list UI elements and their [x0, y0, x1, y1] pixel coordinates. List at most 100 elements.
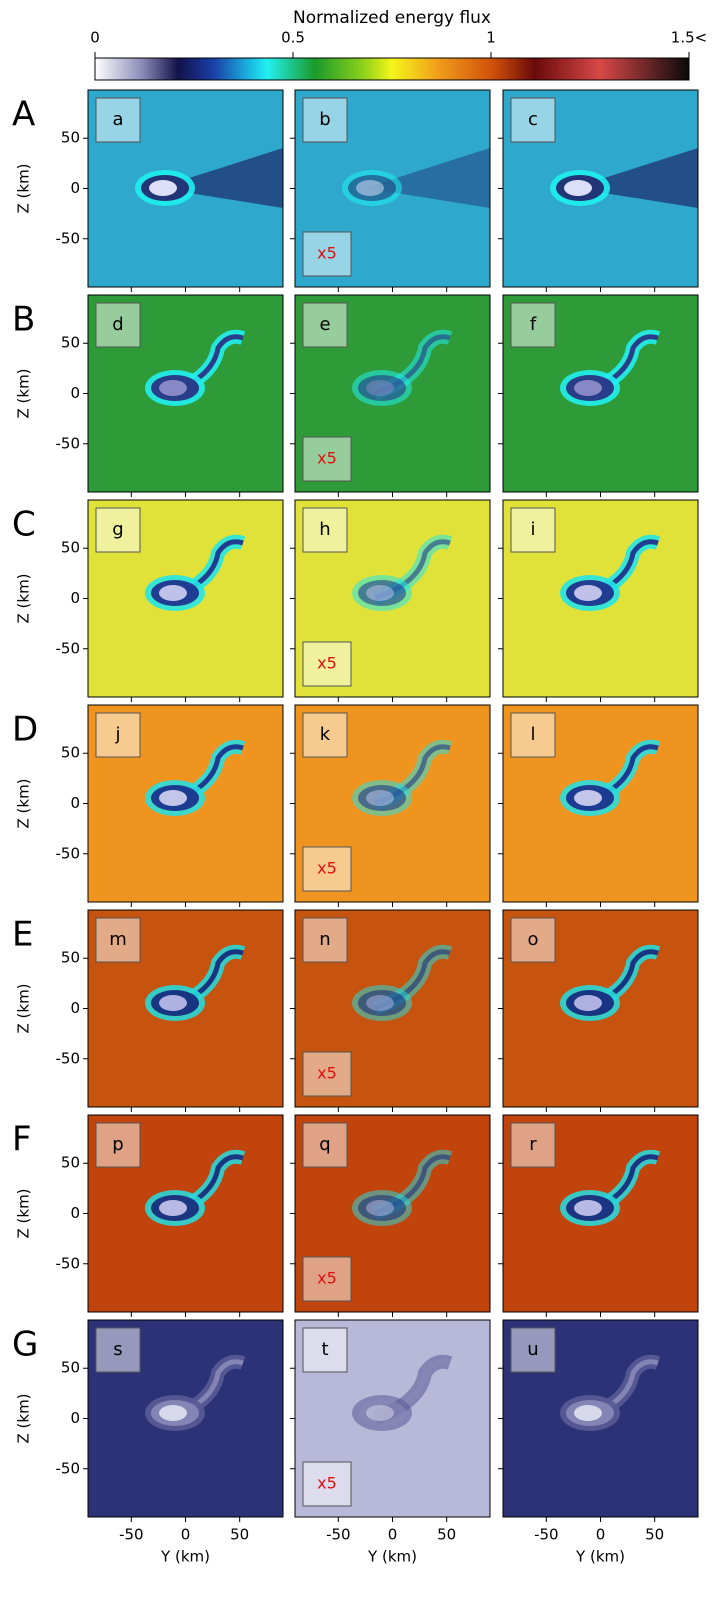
panel: i — [502, 499, 699, 698]
panel: e x5 — [294, 294, 491, 493]
panel-label-box — [95, 507, 141, 553]
panel-label-box — [510, 1327, 556, 1373]
y-tick-label: -50 — [56, 1049, 81, 1067]
y-tick-label: 50 — [61, 129, 80, 147]
panel-label: k — [320, 724, 331, 745]
y-tick-label: 50 — [61, 1154, 80, 1172]
y-tick-label: -50 — [56, 229, 81, 247]
y-tick-label: -50 — [56, 1254, 81, 1272]
y-tick-label: 0 — [70, 999, 80, 1017]
panel: o — [502, 909, 699, 1108]
feature — [366, 790, 394, 806]
feature — [366, 995, 394, 1011]
row-label: A — [12, 95, 35, 135]
panel: s — [87, 1319, 284, 1518]
y-axis-label: Z (km) — [15, 163, 33, 213]
colorbar-tick-label: 1 — [486, 29, 496, 47]
panel-label: f — [530, 314, 537, 335]
row-label: D — [12, 710, 38, 750]
colorbar-label: Normalized energy flux — [293, 8, 491, 28]
row-label: B — [12, 300, 35, 340]
panel: m — [87, 909, 284, 1108]
panel-label-box — [510, 507, 556, 553]
feature — [574, 790, 602, 806]
panel: q x5 — [294, 1114, 491, 1313]
panel: a — [87, 89, 284, 288]
x-axis-label: Y (km) — [160, 1548, 210, 1566]
panel-label: g — [112, 519, 123, 540]
x-axis-label: Y (km) — [367, 1548, 417, 1566]
y-tick-label: 0 — [70, 589, 80, 607]
panel-label-box — [510, 302, 556, 348]
y-tick-label: 0 — [70, 179, 80, 197]
panel-label-box — [95, 1327, 141, 1373]
y-tick-label: 0 — [70, 1204, 80, 1222]
panel-label-box — [510, 712, 556, 758]
panel-label: s — [113, 1339, 122, 1360]
annotation: x5 — [317, 1474, 337, 1493]
panel-label: e — [319, 314, 330, 335]
panel: j — [87, 704, 284, 903]
panel-label-box — [302, 712, 348, 758]
panel-label: b — [319, 109, 330, 130]
y-tick-label: 50 — [61, 539, 80, 557]
y-tick-label: -50 — [56, 1459, 81, 1477]
x-axis-label: Y (km) — [575, 1548, 625, 1566]
feature — [159, 995, 187, 1011]
panel-label: j — [114, 724, 120, 745]
y-axis-label: Z (km) — [15, 573, 33, 623]
annotation: x5 — [317, 1269, 337, 1288]
panel-label: u — [527, 1339, 538, 1360]
panel-label-box — [510, 917, 556, 963]
feature — [356, 180, 384, 196]
feature — [574, 585, 602, 601]
panel-label-box — [95, 917, 141, 963]
panel: f — [502, 294, 699, 493]
x-tick-label: 0 — [388, 1526, 398, 1544]
y-axis-label: Z (km) — [15, 1393, 33, 1443]
feature — [149, 180, 177, 196]
annotation-box — [302, 436, 352, 482]
y-axis-label: Z (km) — [15, 778, 33, 828]
y-tick-label: 0 — [70, 1409, 80, 1427]
y-tick-label: -50 — [56, 844, 81, 862]
feature — [564, 180, 592, 196]
panel-label-box — [95, 97, 141, 143]
y-tick-label: 0 — [70, 384, 80, 402]
panel-label: o — [527, 929, 538, 950]
panel-label: i — [530, 519, 535, 540]
panel-label: t — [321, 1339, 328, 1360]
panel-label: h — [319, 519, 330, 540]
panel-label: r — [529, 1134, 537, 1155]
feature — [574, 380, 602, 396]
panel: u — [502, 1319, 699, 1518]
panel-label: d — [112, 314, 123, 335]
feature — [574, 995, 602, 1011]
panel: k x5 — [294, 704, 491, 903]
x-tick-label: -50 — [534, 1526, 559, 1544]
annotation: x5 — [317, 654, 337, 673]
y-axis-label: Z (km) — [15, 1188, 33, 1238]
panel-label-box — [95, 712, 141, 758]
y-tick-label: 50 — [61, 744, 80, 762]
panel-label-box — [95, 302, 141, 348]
panel: d — [87, 294, 284, 493]
x-tick-label: 0 — [596, 1526, 606, 1544]
annotation: x5 — [317, 1064, 337, 1083]
panel-label: l — [530, 724, 535, 745]
colorbar-tick-label: 0 — [90, 29, 100, 47]
x-tick-label: -50 — [119, 1526, 144, 1544]
row-label: C — [12, 505, 36, 545]
panel-label: q — [319, 1134, 330, 1155]
panel-label-box — [302, 917, 348, 963]
x-tick-label: 50 — [230, 1526, 249, 1544]
feature — [366, 585, 394, 601]
y-tick-label: 50 — [61, 334, 80, 352]
panel-label-box — [302, 507, 348, 553]
panel: p — [87, 1114, 284, 1313]
x-tick-label: 0 — [181, 1526, 191, 1544]
panel-label-box — [95, 1122, 141, 1168]
colorbar-tick-label: 1.5< — [671, 29, 707, 47]
annotation: x5 — [317, 859, 337, 878]
